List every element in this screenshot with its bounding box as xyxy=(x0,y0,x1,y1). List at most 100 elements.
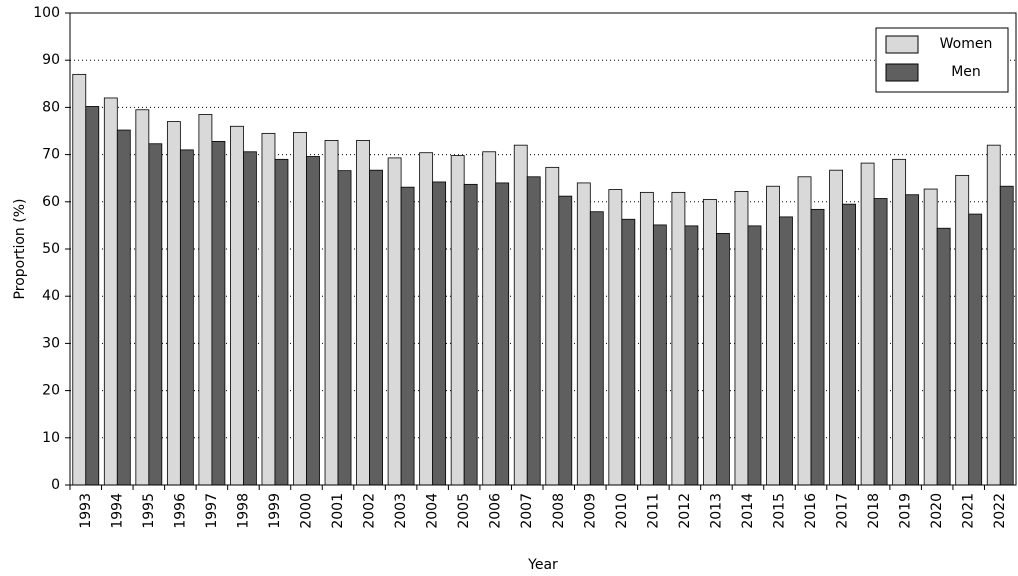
x-tick-label: 2022 xyxy=(992,493,1008,529)
bar xyxy=(639,191,654,486)
legend-swatch xyxy=(885,63,919,82)
bar xyxy=(589,211,604,486)
bar xyxy=(356,140,370,486)
bar xyxy=(716,233,730,486)
bar xyxy=(450,155,465,486)
bar xyxy=(230,125,244,486)
x-tick-label: 1999 xyxy=(267,493,283,529)
bar xyxy=(892,158,907,486)
bar xyxy=(936,227,951,486)
x-tick-label: 2007 xyxy=(519,493,535,529)
y-tick-label: 40 xyxy=(42,288,60,304)
bar xyxy=(72,73,87,486)
bar xyxy=(369,169,383,486)
y-tick-label: 70 xyxy=(42,147,60,163)
bar xyxy=(482,151,497,486)
x-tick-label: 1994 xyxy=(109,493,125,529)
bar xyxy=(432,181,447,486)
bar xyxy=(211,140,226,486)
x-tick-label: 2011 xyxy=(645,493,661,529)
bar xyxy=(873,198,888,486)
x-tick-label: 2009 xyxy=(582,493,598,529)
y-tick-label: 10 xyxy=(42,430,60,446)
bar xyxy=(306,156,320,486)
y-tick-label: 50 xyxy=(42,241,60,257)
bar xyxy=(558,195,573,486)
plot-frame xyxy=(69,12,1017,486)
bar xyxy=(703,199,717,486)
bar xyxy=(526,176,541,486)
bar xyxy=(652,224,667,486)
bar xyxy=(513,144,528,486)
x-tick-label: 2008 xyxy=(551,493,567,529)
bar xyxy=(337,170,352,486)
y-tick-label: 30 xyxy=(42,335,60,351)
x-tick-label: 2001 xyxy=(330,493,346,529)
y-tick-label: 80 xyxy=(42,99,60,115)
bar xyxy=(179,149,194,486)
x-tick-label: 2005 xyxy=(456,493,472,529)
bar xyxy=(968,213,983,486)
bar xyxy=(116,129,131,486)
bar xyxy=(463,183,478,486)
bar xyxy=(243,151,257,486)
bar xyxy=(419,152,434,486)
bar xyxy=(495,182,510,486)
x-tick-label: 1997 xyxy=(204,493,220,529)
bar xyxy=(734,191,749,486)
y-tick-label: 20 xyxy=(42,383,60,399)
x-tick-label: 2013 xyxy=(708,493,724,529)
bar xyxy=(400,186,415,486)
bar xyxy=(85,106,100,486)
bar xyxy=(261,132,276,486)
x-tick-label: 2006 xyxy=(488,493,504,529)
bar xyxy=(148,143,163,486)
y-tick-label: 90 xyxy=(42,52,60,68)
bar xyxy=(135,109,150,486)
x-tick-label: 2017 xyxy=(835,493,851,529)
y-axis-label: Proportion (%) xyxy=(12,199,28,300)
bar xyxy=(905,194,920,486)
x-tick-label: 1995 xyxy=(141,493,157,529)
y-tick-label: 0 xyxy=(51,477,60,493)
legend-swatch xyxy=(885,35,919,54)
y-tick-label: 100 xyxy=(33,5,60,21)
bar xyxy=(608,189,623,486)
bar xyxy=(810,208,825,486)
x-tick-label: 2021 xyxy=(961,493,977,529)
bar xyxy=(684,225,699,486)
x-tick-label: 1998 xyxy=(235,493,251,529)
x-tick-label: 2002 xyxy=(362,493,378,529)
bar xyxy=(779,216,793,486)
bar xyxy=(576,182,591,486)
bar xyxy=(986,144,1001,486)
x-tick-label: 2018 xyxy=(866,493,882,529)
bar xyxy=(671,191,686,486)
bar xyxy=(545,166,560,486)
legend-label: Women xyxy=(940,36,993,52)
bar xyxy=(797,176,812,486)
bar xyxy=(274,158,289,486)
bar xyxy=(324,140,339,486)
bar xyxy=(166,121,181,486)
x-tick-label: 2000 xyxy=(299,493,315,529)
x-tick-label: 2014 xyxy=(740,493,756,529)
bar xyxy=(860,162,875,486)
bar xyxy=(829,169,843,486)
x-tick-label: 1996 xyxy=(172,493,188,529)
x-tick-label: 2015 xyxy=(772,493,788,529)
bar xyxy=(293,132,307,486)
bar xyxy=(747,225,762,486)
x-tick-label: 2012 xyxy=(677,493,693,529)
bar xyxy=(387,157,402,486)
bar xyxy=(103,97,118,486)
x-tick-label: 2016 xyxy=(803,493,819,529)
bar xyxy=(955,174,970,486)
bar xyxy=(999,185,1014,486)
x-tick-label: 2004 xyxy=(425,493,441,529)
y-tick-label: 60 xyxy=(42,194,60,210)
x-tick-label: 2020 xyxy=(929,493,945,529)
bar xyxy=(766,185,780,486)
x-tick-label: 1993 xyxy=(78,493,94,529)
